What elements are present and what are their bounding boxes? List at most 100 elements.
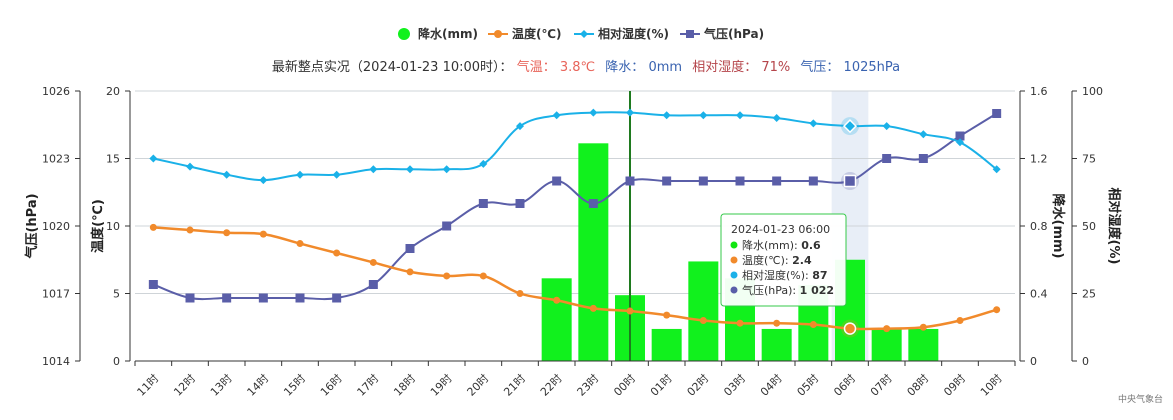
temperature-point [479, 272, 487, 280]
legend-label: 降水(mm) [418, 26, 478, 41]
legend-marker-icon [686, 30, 694, 38]
temperature-point [296, 240, 304, 248]
pressure-point [735, 176, 745, 186]
x-axis-tick-label: 23时 [575, 372, 602, 399]
x-axis-tick-label: 20时 [465, 372, 492, 399]
source-credit: 中央气象台 [1118, 393, 1163, 405]
pressure-point [918, 154, 928, 163]
humidity-point [516, 122, 524, 131]
temperature-point [406, 268, 414, 276]
grid [135, 90, 1015, 362]
legend-label: 气压(hPa) [703, 26, 764, 41]
humidity-point [736, 111, 744, 120]
temperature-point [919, 323, 927, 331]
tooltip-row-dot [730, 286, 738, 294]
temperature-point [883, 325, 891, 333]
tooltip-row: 降水(mm): 0.6 [742, 238, 821, 252]
precip-axis-tick-label: 0.8 [1030, 220, 1048, 233]
humidity-point [772, 114, 781, 122]
pressure-point [552, 176, 562, 186]
humidity-axis-title: 相对湿度(%) [1106, 188, 1122, 265]
tooltip-row: 气压(hPa): 1 022 [742, 283, 834, 297]
summary-temp-label: 气温： [517, 59, 556, 75]
precip-bars [541, 143, 939, 361]
temperature-axis-tick-label: 0 [113, 355, 120, 368]
x-axis-tick-label: 11时 [135, 372, 162, 399]
pressure-point [588, 199, 598, 208]
humidity-point [992, 165, 1001, 174]
pressure-point [882, 154, 892, 163]
precip-bar [908, 328, 939, 361]
tooltip: 2024-01-23 06:00 降水(mm): 0.6温度(℃): 2.4相对… [720, 213, 847, 307]
pressure-axis-tick-label: 1017 [42, 288, 70, 301]
temperature-point [699, 317, 707, 324]
series-lines [148, 108, 1002, 338]
pressure-point [992, 109, 1002, 118]
pressure-point [405, 244, 415, 253]
x-axis-tick-label: 12时 [171, 372, 198, 399]
legend-precip[interactable]: 降水(mm) [398, 26, 478, 41]
legend-pressure[interactable]: 气压(hPa) [680, 26, 764, 41]
x-axis-tick-label: 09时 [941, 372, 968, 399]
pressure-axis-tick-label: 1023 [42, 153, 70, 166]
pressure-point [258, 293, 268, 303]
x-axis-tick-label: 15时 [281, 372, 308, 399]
tooltip-row-dot [730, 271, 738, 279]
legend-marker-icon [580, 30, 588, 38]
humidity-point [259, 176, 268, 185]
pressure-axis-tick-label: 1014 [42, 355, 70, 368]
precip-bar [541, 278, 572, 361]
temperature-point [223, 229, 231, 237]
humidity-point [589, 108, 598, 117]
pressure-point [772, 176, 782, 186]
precip-axis-title: 降水(mm) [1050, 194, 1066, 259]
x-axis-tick-label: 05时 [795, 372, 822, 399]
humidity-axis-tick-label: 100 [1082, 85, 1103, 98]
legend[interactable]: 降水(mm) 温度(℃) 相对湿度(%) 气压(hPa) [398, 26, 764, 41]
pressure-point [442, 221, 452, 231]
humidity-point [186, 162, 194, 171]
temperature-axis-tick-label: 10 [106, 220, 120, 233]
pressure-point [148, 280, 158, 289]
humidity-point [406, 165, 414, 174]
pressure-point [185, 293, 195, 303]
pressure-point [368, 280, 378, 289]
summary-pressure-value: 1025hPa [844, 60, 901, 75]
x-axis-tick-label: 13时 [208, 372, 235, 399]
temperature-point [443, 272, 451, 280]
precip-axis-tick-label: 1.2 [1030, 153, 1048, 166]
legend-temperature[interactable]: 温度(℃) [488, 26, 562, 41]
humidity-point [222, 170, 231, 179]
humidity-point [332, 170, 341, 179]
x-axis-tick-label: 00时 [611, 372, 638, 399]
summary-prefix: 最新整点实况（2024-01-23 10:00时）： [272, 59, 513, 75]
x-axis-tick-label: 06时 [831, 372, 858, 399]
humidity-point [626, 108, 634, 117]
humidity-point [919, 130, 928, 139]
humidity-point [296, 170, 304, 179]
x-axis-tick-label: 10时 [978, 372, 1005, 399]
pressure-axis-tick-label: 1020 [42, 220, 70, 233]
legend-humidity[interactable]: 相对湿度(%) [574, 26, 669, 41]
summary-temp-value: 3.8℃ [560, 60, 595, 75]
x-axis-tick-label: 02时 [685, 372, 712, 399]
pressure-line [152, 112, 998, 301]
pressure-point [478, 199, 488, 208]
pressure-axis-title: 气压(hPa) [24, 193, 40, 258]
temperature-point [589, 304, 597, 312]
humidity-point [149, 154, 158, 163]
temperature-axis-title: 温度(℃) [90, 199, 106, 253]
temperature-point [843, 322, 857, 335]
pressure-point [662, 176, 672, 186]
tooltip-row: 温度(℃): 2.4 [742, 253, 812, 267]
humidity-axis-tick-label: 75 [1082, 153, 1096, 166]
temperature-point [809, 321, 817, 329]
pressure-point [295, 293, 305, 303]
temperature-point [149, 223, 157, 231]
humidity-axis-tick-label: 50 [1082, 220, 1096, 233]
x-axis-tick-label: 14时 [245, 372, 272, 399]
temperature-point [736, 319, 744, 327]
humidity-point [956, 138, 964, 147]
summary-pressure-label: 气压： [800, 59, 839, 75]
x-axis-tick-label: 16时 [318, 372, 345, 399]
